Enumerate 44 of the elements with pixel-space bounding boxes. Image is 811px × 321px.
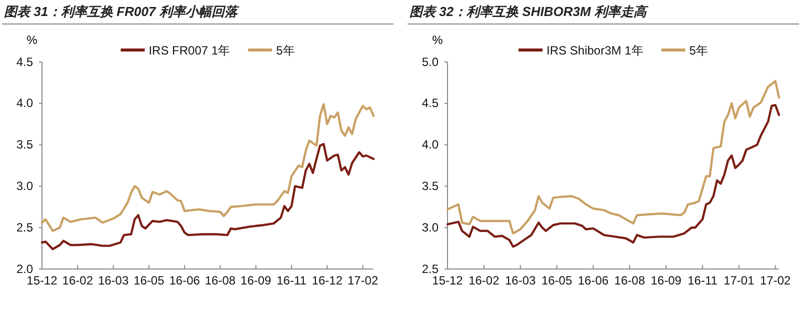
y-axis-title: % xyxy=(26,33,38,47)
x-tick-label: 16-12 xyxy=(312,274,343,288)
y-axis-title: % xyxy=(432,33,444,47)
x-tick-label: 16-06 xyxy=(578,274,609,288)
x-tick-label: 16-08 xyxy=(204,274,236,288)
legend-label: 5年 xyxy=(689,44,708,58)
y-tick-label: 3.0 xyxy=(422,220,439,234)
line-series xyxy=(40,103,375,232)
x-tick-label: 16-08 xyxy=(614,274,646,288)
chart-title: 图表 31：利率互换 FR007 利率小幅回落 xyxy=(4,4,240,19)
y-tick-label: 3.5 xyxy=(16,138,34,152)
line-series xyxy=(446,104,780,248)
y-tick-label: 2.0 xyxy=(16,262,34,276)
x-tick-label: 16-11 xyxy=(688,274,718,288)
line-series xyxy=(446,80,780,234)
y-tick-label: 2.5 xyxy=(422,262,439,276)
y-tick-label: 4.0 xyxy=(16,96,34,110)
x-tick-label: 16-02 xyxy=(468,274,500,288)
x-tick-label: 16-09 xyxy=(650,274,682,288)
x-tick-label: 16-05 xyxy=(541,274,572,288)
x-tick-label: 15-12 xyxy=(432,274,464,288)
x-tick-label: 16-03 xyxy=(505,274,536,288)
x-tick-label: 16-09 xyxy=(240,274,272,288)
x-tick-label: 16-06 xyxy=(169,274,200,288)
x-tick-label: 16-11 xyxy=(276,274,307,288)
legend-label: 5年 xyxy=(276,44,295,58)
x-tick-label: 17-02 xyxy=(760,274,792,288)
x-tick-label: 16-05 xyxy=(134,274,165,288)
x-tick-label: 16-03 xyxy=(98,274,129,288)
x-tick-label: 17-01 xyxy=(724,274,755,288)
y-tick-label: 2.5 xyxy=(16,220,34,234)
line-series xyxy=(40,142,375,250)
x-tick-label: 16-02 xyxy=(62,274,94,288)
legend-label: IRS FR007 1年 xyxy=(148,44,230,58)
y-tick-label: 5.0 xyxy=(422,54,439,69)
y-tick-label: 4.5 xyxy=(422,96,439,110)
x-tick-label: 15-12 xyxy=(26,274,58,288)
y-tick-label: 3.0 xyxy=(16,179,34,194)
y-tick-label: 4.5 xyxy=(16,54,34,69)
legend-label: IRS Shibor3M 1年 xyxy=(546,44,644,58)
y-tick-label: 4.0 xyxy=(422,138,439,152)
y-tick-label: 3.5 xyxy=(422,179,439,194)
chart-title: 图表 32：利率互换 SHIBOR3M 利率走高 xyxy=(410,4,650,19)
x-tick-label: 17-02 xyxy=(347,274,378,288)
